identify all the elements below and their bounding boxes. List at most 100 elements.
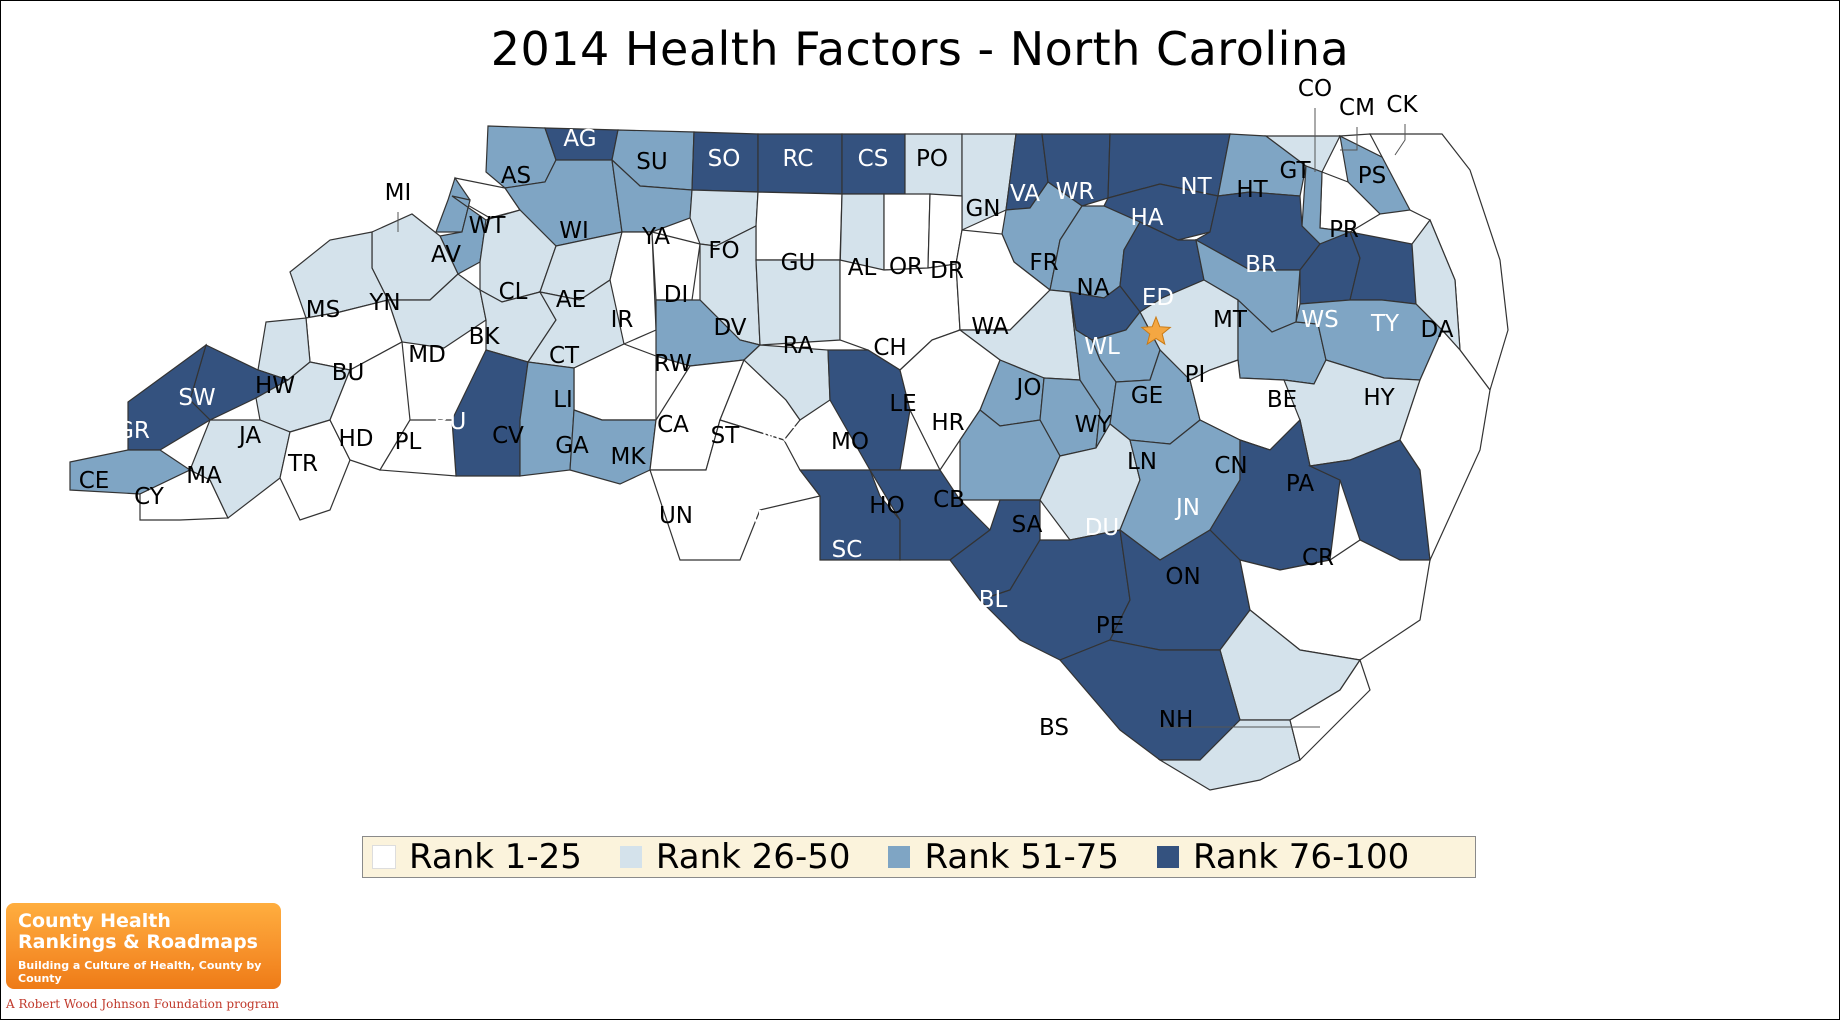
county-label-wl: WL [1084, 334, 1120, 360]
county-label-cb: CB [933, 487, 965, 513]
logo-line-2: Rankings & Roadmaps [18, 931, 258, 953]
logo-line-1: County Health [18, 910, 171, 932]
county-label-mi: MI [385, 180, 412, 206]
county-label-ty: TY [1370, 311, 1400, 337]
county-label-hr: HR [931, 410, 964, 436]
county-label-gt: GT [1279, 158, 1311, 184]
county-label-ho: HO [869, 493, 904, 519]
county-label-ga: GA [555, 433, 589, 459]
county-label-ra: RA [783, 333, 814, 359]
county-label-na: NA [1077, 275, 1110, 301]
county-label-ru: RU [434, 409, 467, 435]
county-label-fr: FR [1029, 250, 1058, 276]
county-label-bk: BK [469, 324, 501, 350]
county-label-da: DA [1420, 317, 1453, 343]
county-label-hd: HD [338, 426, 373, 452]
county-label-wt: WT [469, 213, 507, 239]
county-label-li: LI [553, 387, 573, 413]
county-label-ha: HA [1130, 205, 1163, 231]
county-label-tr: TR [287, 451, 318, 477]
county-wr [1041, 133, 1111, 207]
county-label-cn: CN [1214, 453, 1247, 479]
legend-swatch [372, 845, 396, 869]
county-cr [1399, 328, 1491, 563]
county-label-mo: MO [831, 429, 869, 455]
county-label-pl: PL [395, 429, 422, 455]
county-label-dv: DV [713, 315, 746, 341]
county-label-dr: DR [930, 258, 964, 284]
county-label-cl: CL [499, 279, 528, 305]
county-label-ht: HT [1236, 177, 1268, 203]
county-label-nh: NH [1159, 707, 1194, 733]
county-label-wy: WY [1075, 412, 1113, 438]
legend-item-rank-51-75: Rank 51-75 [888, 837, 1119, 877]
county-label-le: LE [889, 391, 916, 417]
county-label-pa: PA [1286, 471, 1314, 497]
logo-footer: A Robert Wood Johnson Foundation program [6, 997, 279, 1011]
county-label-ma: MA [186, 463, 222, 489]
county-un [649, 419, 822, 561]
county-label-du: DU [1085, 515, 1120, 541]
county-label-gn: GN [965, 196, 1000, 222]
county-label-ri: RI [795, 499, 818, 525]
county-label-sa: SA [1012, 512, 1043, 538]
county-label-jo: JO [1015, 375, 1042, 401]
county-label-ln: LN [1127, 449, 1157, 475]
county-label-jn: JN [1174, 495, 1200, 521]
county-label-ed: ED [1142, 285, 1174, 311]
county-label-mg: MG [761, 423, 799, 449]
county-mg [827, 349, 911, 471]
county-label-ja: JA [237, 423, 261, 449]
legend-item-rank-26-50: Rank 26-50 [619, 837, 851, 877]
county-label-ck: CK [1386, 92, 1418, 118]
county-label-co: CO [1298, 76, 1332, 102]
county-label-ae: AE [556, 287, 586, 313]
county-label-st: ST [711, 423, 741, 449]
county-label-ws: WS [1301, 307, 1338, 333]
county-label-sw: SW [178, 385, 215, 411]
county-label-ce: CE [79, 468, 110, 494]
county-label-bu: BU [332, 360, 365, 386]
legend-label: Rank 26-50 [655, 837, 851, 877]
county-label-mk: MK [611, 444, 647, 470]
county-label-un: UN [659, 503, 693, 529]
legend-label: Rank 51-75 [924, 837, 1120, 877]
county-label-nt: NT [1180, 174, 1212, 200]
county-nh [1289, 658, 1371, 762]
county-label-ro: RO [889, 585, 923, 611]
county-an [798, 469, 901, 561]
county-label-rw: RW [654, 351, 692, 377]
county-ty [1349, 231, 1417, 305]
county-label-wa: WA [971, 314, 1008, 340]
county-label-cr: CR [1302, 545, 1334, 571]
county-label-cm: CM [1339, 95, 1375, 121]
county-label-cu: CU [961, 670, 994, 696]
map-title: 2014 Health Factors - North Carolina [490, 22, 1350, 76]
county-label-ag: AG [563, 126, 596, 152]
legend-swatch [1157, 846, 1180, 868]
county-label-an: AN [731, 507, 764, 533]
county-label-cv: CV [492, 423, 524, 449]
county-label-pi: PI [1185, 362, 1206, 388]
county-pl [378, 419, 457, 477]
county-cu [1058, 639, 1241, 761]
county-label-al: AL [848, 255, 877, 281]
legend-swatch [619, 846, 642, 868]
county-label-or: OR [889, 254, 923, 280]
county-label-wr: WR [1056, 179, 1095, 205]
county-label-su: SU [636, 149, 667, 175]
county-label-av: AV [431, 242, 461, 268]
county-label-md: MD [408, 342, 446, 368]
county-label-po: PO [916, 146, 948, 172]
legend-item-rank-1-25: Rank 1-25 [372, 837, 582, 877]
county-label-fo: FO [708, 238, 739, 264]
county-label-ge: GE [1131, 383, 1163, 409]
county-label-ms: MS [306, 297, 340, 323]
county-label-ir: IR [611, 307, 634, 333]
county-label-pe: PE [1096, 613, 1124, 639]
county-label-ps: PS [1358, 163, 1386, 189]
county-label-pr: PR [1329, 217, 1359, 243]
legend-item-rank-76-100: Rank 76-100 [1157, 837, 1409, 877]
county-label-as: AS [501, 163, 531, 189]
